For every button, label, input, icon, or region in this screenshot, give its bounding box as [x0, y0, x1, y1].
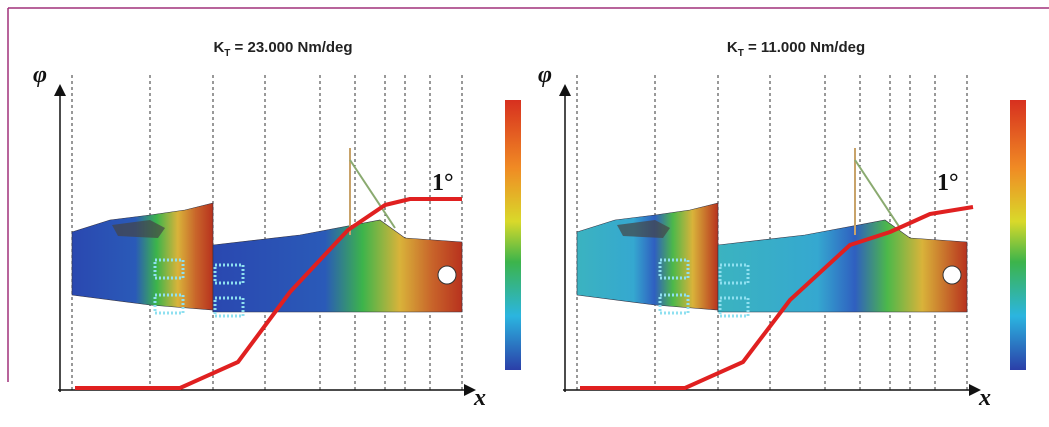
panel: KT = 11.000 Nm/deg φ x 1° [538, 39, 1026, 411]
panel: KT = 23.000 Nm/deg φ x 1° [33, 39, 521, 411]
curve-annotation: 1° [432, 170, 454, 196]
curve-annotation: 1° [937, 170, 959, 196]
panel-title: KT = 23.000 Nm/deg [213, 39, 352, 59]
part-hole [943, 266, 961, 284]
part-left [577, 203, 718, 310]
part-hole [438, 266, 456, 284]
colorbar [505, 100, 521, 370]
title-text: = 23.000 Nm/deg [230, 39, 352, 56]
x-axis-label: x [473, 385, 486, 411]
figure: KT = 23.000 Nm/degφx1°KT = 11.000 Nm/deg… [0, 0, 1049, 427]
colorbar [1010, 100, 1026, 370]
probe-diag [350, 160, 395, 228]
part-left [72, 203, 213, 310]
title-text: = 11.000 Nm/deg [744, 39, 865, 56]
y-axis-label: φ [33, 62, 47, 88]
x-axis-label: x [978, 385, 991, 411]
title-symbol: K [727, 39, 738, 56]
probe-diag [855, 160, 900, 228]
title-symbol: K [213, 39, 224, 56]
panel-title: KT = 11.000 Nm/deg [727, 39, 865, 59]
y-axis-label: φ [538, 62, 552, 88]
part-right [213, 220, 462, 312]
part-right [718, 220, 967, 312]
